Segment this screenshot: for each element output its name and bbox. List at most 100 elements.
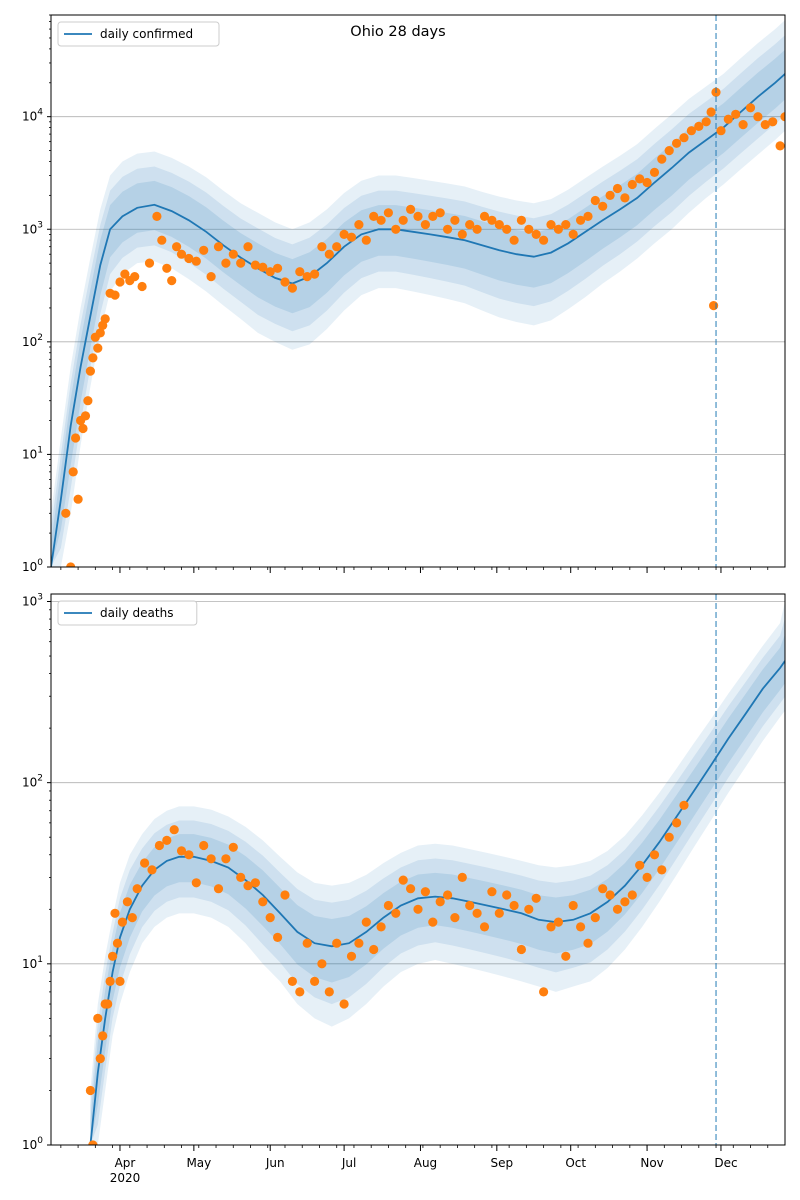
observed-point [568,900,578,911]
observed-point [88,1140,98,1145]
x-tick-label: May [186,1156,211,1170]
observed-point [716,126,726,136]
legend: daily confirmed [57,21,220,47]
observed-point [738,120,748,130]
observed-point [287,283,297,293]
observed-point [176,846,187,856]
observed-point [657,865,667,875]
x-tick-label: Jun [265,1156,285,1170]
observed-point [398,875,408,885]
uncertainty-band [90,634,785,1145]
observed-point [627,890,637,900]
observed-point [78,423,88,434]
observed-point [369,211,379,221]
observed-point [576,922,586,932]
x-tick-label: Sep [491,1156,514,1170]
observed-point [376,922,386,932]
observed-point [723,114,733,124]
y-tick-label: 103 [22,220,43,236]
observed-point [627,179,637,190]
uncertainty-band [90,601,785,1145]
observed-point [132,884,142,894]
observed-point [605,190,615,200]
observed-point [494,220,504,230]
observed-point [144,258,155,268]
observed-point [516,215,527,225]
observed-point [73,494,83,504]
observed-point [369,944,379,955]
axes-frame [50,593,786,1146]
observed-point [339,229,349,239]
observed-point [199,245,209,255]
observed-point [110,290,120,300]
observed-point [406,204,416,214]
plot-area [51,594,785,1145]
observed-point [147,865,157,875]
observed-point [487,887,497,897]
observed-point [502,890,512,900]
model-line [89,660,785,1145]
observed-point [80,411,91,421]
observed-point [122,897,132,907]
legend-label: daily deaths [100,606,173,620]
observed-point [93,1013,103,1024]
observed-point [576,215,586,225]
observed-point [598,884,608,894]
observed-point [206,854,216,864]
observed-point [98,1031,108,1041]
observed-point [649,850,660,860]
y-tick-label: 103 [22,592,43,608]
observed-point [679,133,689,143]
observed-point [295,267,305,277]
observed-point [83,396,93,406]
observed-point [105,976,115,987]
observed-point [95,1054,105,1064]
observed-point [539,235,549,245]
observed-point [701,117,711,127]
observed-point [479,922,490,932]
observed-point [137,281,147,292]
observed-point [561,220,571,230]
observed-point [435,897,445,907]
observed-point [95,328,105,338]
observed-point [472,908,482,918]
observed-point [361,235,371,245]
observed-point [157,235,167,245]
observed-point [465,220,475,230]
observed-point [620,193,630,203]
observed-point [398,215,408,225]
x-tick-label: Nov [640,1156,663,1170]
observed-point [258,897,268,907]
observed-point [664,146,674,156]
observed-point [428,917,438,927]
observed-point [642,872,652,883]
observed-point [457,872,467,883]
observed-point [108,951,118,961]
observed-point [250,260,260,270]
observed-point [265,267,275,277]
observed-point [184,850,194,860]
y-tick-label: 101 [22,955,43,971]
y-tick-label: 100 [22,558,43,574]
observed-point [243,881,253,891]
observed-point [672,818,682,828]
confirmed-panel: 100 101 102 103 104 daily confirmed [22,14,786,574]
observed-point [110,908,120,918]
observed-point [120,269,130,279]
observed-point [103,999,113,1009]
observed-point [694,121,704,131]
observed-point [310,976,320,987]
observed-point [273,932,283,943]
observed-point [130,272,140,282]
observed-point [265,913,275,923]
observed-point [657,154,667,164]
observed-point [172,242,182,252]
observed-point [780,112,785,122]
observed-point [191,878,201,888]
observed-point [273,263,283,273]
observed-point [635,174,645,184]
axes-frame [50,14,786,568]
observed-point [635,860,645,870]
